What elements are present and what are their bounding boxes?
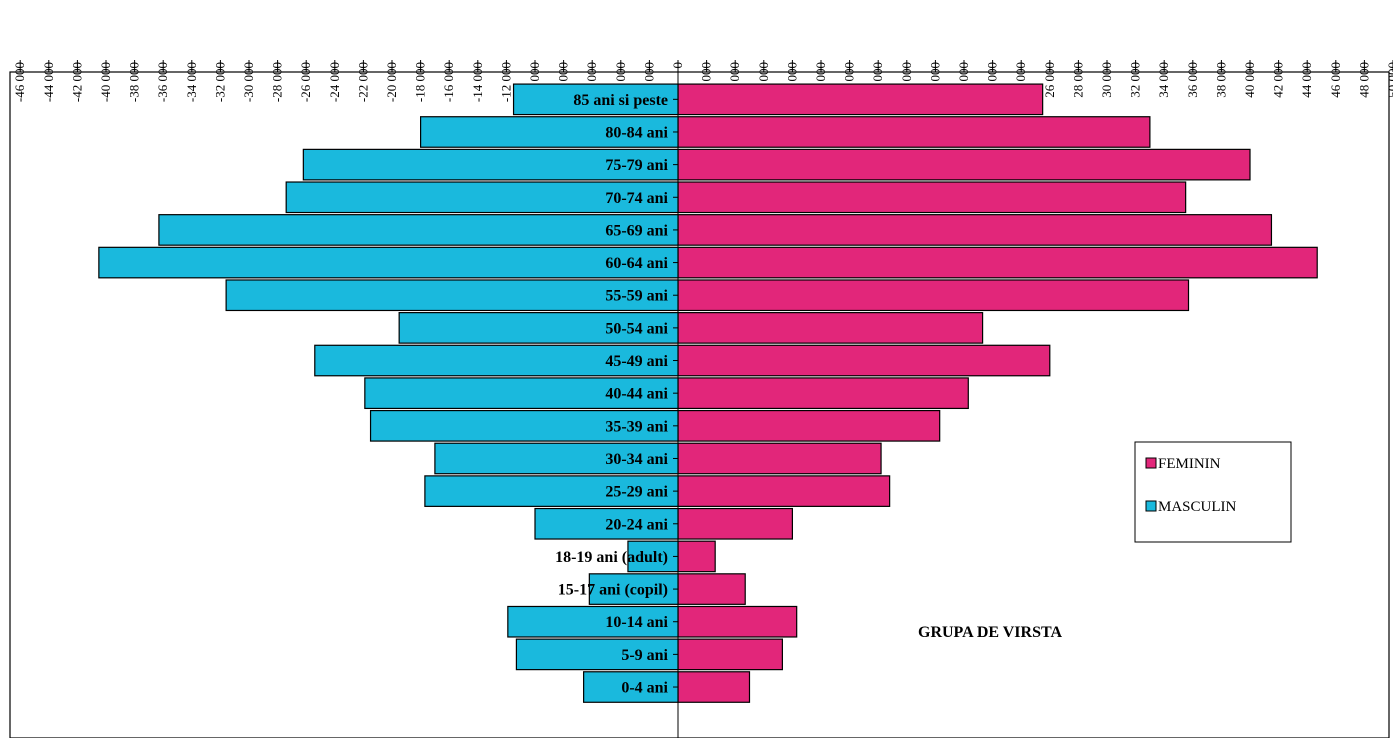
x-tick-label: -20 000 xyxy=(384,62,399,102)
bar-feminin xyxy=(677,148,1251,181)
bar-masculin xyxy=(583,671,679,703)
category-label: 80-84 ani xyxy=(605,124,668,141)
x-tick-label: -46 000 xyxy=(12,62,27,102)
category-label: 25-29 ani xyxy=(605,484,668,501)
x-tick-label: -28 000 xyxy=(270,62,285,102)
x-tick-label: 46 000 xyxy=(1328,62,1343,98)
x-tick-label: -38 000 xyxy=(127,62,142,102)
x-tick-label: -24 000 xyxy=(327,62,342,102)
x-tick-label: 40 000 xyxy=(1242,62,1257,98)
bar-feminin xyxy=(677,116,1151,148)
x-tick-label: 30 000 xyxy=(1099,62,1114,98)
category-labels: 85 ani si peste 80-84 ani 75-79 ani 70-74 a… xyxy=(555,92,678,697)
bar-masculin xyxy=(424,475,679,507)
bar-feminin xyxy=(677,214,1273,246)
category-label: 55-59 ani xyxy=(605,288,668,305)
bar-feminin xyxy=(677,246,1318,279)
x-tick-label: -44 000 xyxy=(41,62,56,102)
bar-feminin xyxy=(677,377,969,410)
bar-masculin xyxy=(420,116,679,148)
bar-feminin xyxy=(677,442,882,475)
category-label: 30-34 ani xyxy=(605,451,668,468)
bar-masculin xyxy=(158,214,679,246)
x-tick-label: 32 000 xyxy=(1128,62,1143,98)
x-tick-label: 48 000 xyxy=(1356,62,1371,98)
bar-feminin xyxy=(677,540,716,573)
bar-masculin xyxy=(515,638,679,671)
x-tick-label: -32 000 xyxy=(212,62,227,102)
x-tick-label: -36 000 xyxy=(155,62,170,102)
bar-feminin xyxy=(677,605,798,638)
x-tick-label: -34 000 xyxy=(184,62,199,102)
category-label: 75-79 ani xyxy=(605,157,668,174)
bar-masculin xyxy=(285,181,679,214)
x-tick-label: 42 000 xyxy=(1271,62,1286,98)
bar-masculin xyxy=(534,507,679,540)
legend-swatch-masculin xyxy=(1145,500,1157,512)
category-label: 0-4 ani xyxy=(621,680,668,697)
bar-masculin xyxy=(314,344,679,377)
category-label: 40-44 ani xyxy=(605,386,668,403)
category-label: 10-14 ani xyxy=(605,614,668,631)
bar-feminin xyxy=(677,638,783,671)
legend: FEMININ MASCULIN xyxy=(1134,441,1292,543)
bar-feminin xyxy=(677,507,794,540)
category-label: 85 ani si peste xyxy=(573,92,668,109)
bars-group xyxy=(98,83,1318,703)
bar-feminin xyxy=(677,83,1044,116)
legend-box xyxy=(1134,441,1292,543)
chart-annotation: GRUPA DE VIRSTA xyxy=(918,624,1062,641)
x-tick-label: -22 000 xyxy=(355,62,370,102)
bar-feminin xyxy=(677,181,1187,214)
category-label: 15-17 ani (copil) xyxy=(558,582,668,599)
bar-feminin xyxy=(677,409,941,442)
x-tick-label: 26 000 xyxy=(1042,62,1057,98)
x-tick-label: 44 000 xyxy=(1299,62,1314,98)
category-label: 65-69 ani xyxy=(605,222,668,239)
x-tick-label: 36 000 xyxy=(1185,62,1200,98)
category-label: 50-54 ani xyxy=(605,320,668,337)
category-label: 45-49 ani xyxy=(605,353,668,370)
bar-feminin xyxy=(677,312,984,344)
bar-masculin xyxy=(507,605,679,638)
bar-masculin xyxy=(588,573,679,605)
category-label: 60-64 ani xyxy=(605,255,668,272)
x-tick-label: -18 000 xyxy=(413,62,428,102)
x-tick-label: -42 000 xyxy=(69,62,84,102)
category-label: 70-74 ani xyxy=(605,190,668,207)
x-tick-label: 34 000 xyxy=(1156,62,1171,98)
category-label: 18-19 ani (adult) xyxy=(555,549,668,566)
bar-feminin xyxy=(677,671,751,703)
bar-masculin xyxy=(364,377,679,410)
x-tick-label: -26 000 xyxy=(298,62,313,102)
bar-masculin xyxy=(225,279,679,312)
x-tick-label: 0 xyxy=(670,62,685,69)
category-label: 35-39 ani xyxy=(605,418,668,435)
bar-masculin xyxy=(302,148,679,181)
category-label: 20-24 ani xyxy=(605,516,668,533)
bar-feminin xyxy=(677,475,891,507)
x-tick-label: 38 000 xyxy=(1213,62,1228,98)
x-tick-label: -40 000 xyxy=(98,62,113,102)
x-tick-label: -30 000 xyxy=(241,62,256,102)
bar-feminin xyxy=(677,573,746,605)
x-tick-label: 50 000 xyxy=(1385,62,1393,98)
x-tick-label: -14 000 xyxy=(470,62,485,102)
x-tick-label: -16 000 xyxy=(441,62,456,102)
bar-masculin xyxy=(98,246,679,279)
legend-swatch-feminin xyxy=(1145,457,1157,469)
x-tick-label: 28 000 xyxy=(1070,62,1085,98)
bar-masculin xyxy=(369,409,679,442)
bar-feminin xyxy=(677,344,1051,377)
legend-label-masculin: MASCULIN xyxy=(1158,499,1237,515)
x-tick-label: -12 000 xyxy=(498,62,513,102)
legend-label-feminin: FEMININ xyxy=(1158,456,1221,472)
bar-masculin xyxy=(398,312,679,344)
category-label: 5-9 ani xyxy=(621,647,668,664)
bar-feminin xyxy=(677,279,1190,312)
